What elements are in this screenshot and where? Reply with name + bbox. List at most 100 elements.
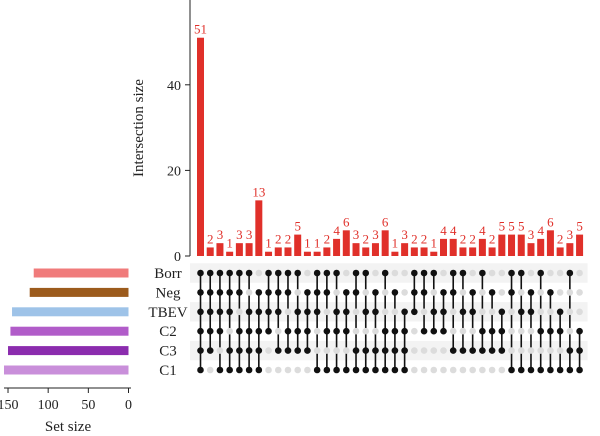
- matrix-dot-inactive: [537, 308, 544, 316]
- matrix-dot-active: [381, 347, 389, 354]
- matrix-dot-active: [488, 347, 496, 354]
- matrix-dot-active: [566, 366, 574, 374]
- matrix-dot-active: [313, 289, 321, 296]
- matrix-dot-active: [449, 289, 457, 296]
- set-name-label: TBEV: [148, 305, 187, 321]
- matrix-dot-active: [333, 269, 340, 277]
- matrix-dot-active: [537, 366, 544, 374]
- matrix-dot-active: [226, 347, 233, 354]
- matrix-dot-active: [274, 289, 282, 296]
- matrix-dot-active: [430, 308, 438, 316]
- matrix-dot-inactive: [391, 308, 399, 316]
- matrix-dot-inactive: [566, 289, 574, 296]
- set-size-bar: [29, 287, 129, 297]
- matrix-dot-active: [411, 289, 418, 296]
- intersection-bar: [284, 247, 292, 256]
- matrix-dot-active: [294, 308, 302, 316]
- matrix-dot-inactive: [556, 269, 564, 277]
- matrix-dot-active: [566, 269, 574, 277]
- bar-value-label: 4: [440, 223, 447, 238]
- matrix-dot-inactive: [420, 347, 428, 354]
- matrix-dot-inactive: [304, 366, 311, 374]
- bar-value-label: 1: [304, 236, 311, 251]
- matrix-dot-inactive: [343, 347, 350, 354]
- intersection-bar: [235, 243, 243, 256]
- matrix-dot-active: [556, 308, 564, 316]
- matrix-dot-active: [226, 289, 233, 296]
- matrix-dot-inactive: [226, 327, 233, 335]
- matrix-dot-active: [313, 269, 321, 277]
- matrix-dot-active: [255, 308, 263, 316]
- set-name-label: C1: [159, 363, 177, 379]
- intersection-bar: [226, 251, 234, 256]
- matrix-dot-inactive: [430, 366, 438, 374]
- matrix-dot-active: [352, 289, 360, 296]
- matrix-dot-active: [236, 269, 243, 277]
- matrix-dot-active: [206, 269, 214, 277]
- matrix-dot-active: [352, 269, 360, 277]
- intersection-bar: [508, 234, 516, 256]
- bar-value-label: 6: [547, 214, 554, 229]
- matrix-dot-inactive: [488, 308, 496, 316]
- matrix-dot-active: [411, 308, 418, 316]
- bar-value-label: 2: [489, 231, 496, 246]
- matrix-dot-active: [197, 289, 204, 296]
- matrix-stripes: [190, 263, 588, 361]
- matrix-dot-active: [488, 327, 496, 335]
- set-name-label: C3: [159, 344, 177, 360]
- matrix-dot-active: [479, 269, 486, 277]
- matrix-dot-active: [274, 269, 282, 277]
- matrix-dot-inactive: [547, 347, 554, 354]
- matrix-dot-active: [362, 269, 370, 277]
- matrix-dot-inactive: [411, 366, 418, 374]
- matrix-dot-inactive: [527, 347, 535, 354]
- matrix-stripe: [190, 302, 588, 322]
- matrix-dot-active: [343, 366, 350, 374]
- bar-value-label: 1: [226, 236, 233, 251]
- matrix-dot-active: [391, 289, 399, 296]
- bar-value-label: 2: [411, 231, 418, 246]
- intersection-bar: [294, 234, 302, 256]
- bar-value-label: 4: [333, 223, 340, 238]
- matrix-dot-active: [245, 308, 253, 316]
- matrix-dot-inactive: [343, 269, 350, 277]
- bar-value-label: 3: [353, 227, 360, 242]
- matrix-dot-inactive: [411, 347, 418, 354]
- bar-value-label: 4: [479, 223, 486, 238]
- set-size-bar: [33, 268, 129, 278]
- matrix-dot-active: [420, 289, 428, 296]
- matrix-dot-active: [411, 269, 418, 277]
- matrix-dot-inactive: [508, 347, 515, 354]
- matrix-dot-active: [508, 366, 515, 374]
- matrix-dot-active: [459, 308, 467, 316]
- matrix-dot-inactive: [488, 269, 496, 277]
- intersection-bar: [498, 234, 506, 256]
- matrix-dot-active: [284, 347, 292, 354]
- intersection-bar: [546, 230, 554, 256]
- matrix-dot-active: [440, 289, 447, 296]
- matrix-dot-active: [284, 289, 292, 296]
- matrix-dot-active: [498, 347, 506, 354]
- matrix-dot-active: [498, 308, 506, 316]
- intersection-bar: [381, 230, 389, 256]
- matrix-dot-active: [498, 327, 506, 335]
- matrix-dot-active: [517, 269, 525, 277]
- matrix-dot-inactive: [469, 327, 476, 335]
- bar-value-label: 6: [382, 214, 389, 229]
- matrix-dot-inactive: [381, 308, 389, 316]
- matrix-dot-inactive: [304, 269, 311, 277]
- intersection-bar: [420, 247, 428, 256]
- matrix-dot-active: [236, 347, 243, 354]
- matrix-dot-active: [401, 347, 408, 354]
- bar-value-label: 3: [236, 227, 243, 242]
- matrix-dot-active: [294, 327, 302, 335]
- bar-value-label: 5: [294, 219, 301, 234]
- bar-value-label: 1: [431, 236, 438, 251]
- matrix-dot-active: [381, 269, 389, 277]
- matrix-dot-inactive: [556, 289, 564, 296]
- matrix-dot-active: [430, 269, 438, 277]
- intersection-bar: [371, 243, 379, 256]
- matrix-dot-active: [206, 347, 214, 354]
